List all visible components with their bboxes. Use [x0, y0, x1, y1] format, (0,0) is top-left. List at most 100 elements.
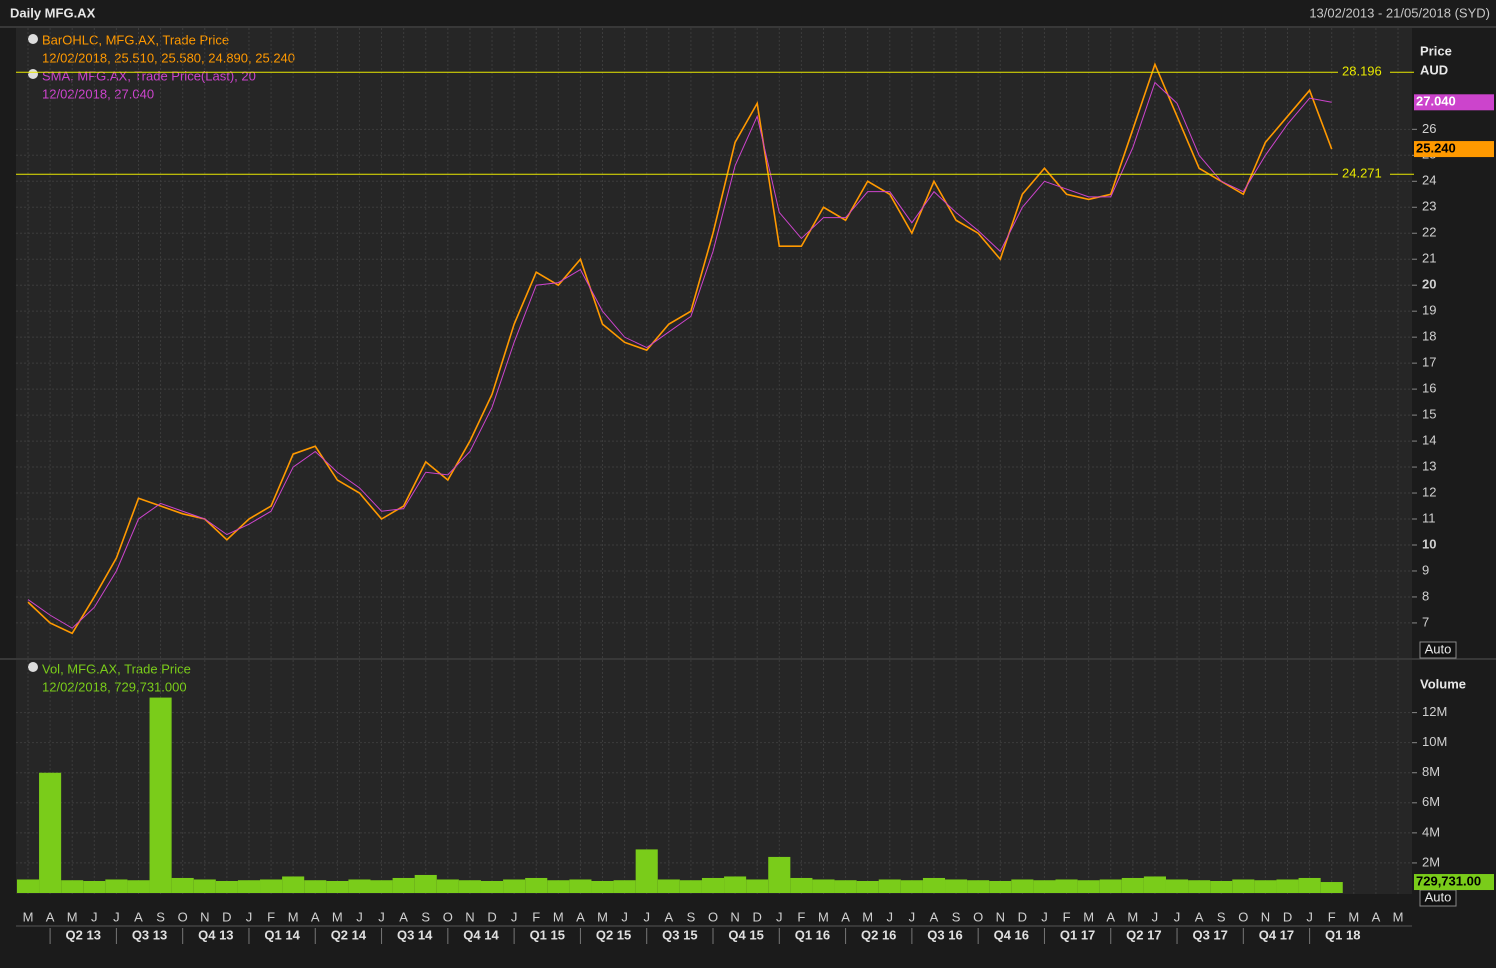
volume-bar — [768, 856, 791, 893]
x-tick-label: J — [1174, 909, 1181, 924]
reference-label: 24.271 — [1342, 166, 1382, 181]
volume-bar — [1232, 879, 1255, 893]
x-tick-label: D — [752, 909, 761, 924]
x-tick-label: M — [1127, 909, 1138, 924]
x-tick-label: M — [23, 909, 34, 924]
y-tick-label: 26 — [1422, 121, 1436, 136]
volume-bar — [458, 880, 481, 893]
y-tick-label: 4M — [1422, 824, 1440, 839]
volume-bar — [591, 880, 614, 893]
x-tick-label: F — [797, 909, 805, 924]
auto-label[interactable]: Auto — [1425, 889, 1452, 904]
x-tick-label: J — [511, 909, 518, 924]
quarter-label: Q4 13 — [198, 927, 233, 942]
quarter-label: Q3 15 — [662, 927, 697, 942]
volume-bar — [370, 880, 393, 893]
volume-bar — [348, 879, 371, 893]
reference-label: 28.196 — [1342, 64, 1382, 79]
volume-bar — [1210, 880, 1233, 893]
quarter-label: Q3 13 — [132, 927, 167, 942]
volume-bar — [834, 880, 857, 893]
quarter-label: Q1 14 — [264, 927, 300, 942]
chart-title: Daily MFG.AX — [10, 5, 96, 20]
x-tick-label: M — [1083, 909, 1094, 924]
x-tick-label: F — [532, 909, 540, 924]
auto-button[interactable] — [1419, 641, 1457, 659]
y-tick-label: 24 — [1422, 173, 1436, 188]
y-tick-label: 13 — [1422, 458, 1436, 473]
x-tick-label: O — [443, 909, 453, 924]
legend-icon[interactable] — [28, 69, 38, 79]
y-tick-label: 11 — [1422, 510, 1436, 525]
quarter-label: Q3 17 — [1192, 927, 1227, 942]
quarter-label: Q1 18 — [1325, 927, 1360, 942]
volume-bar — [304, 880, 327, 893]
volume-bar — [967, 880, 990, 893]
x-tick-label: J — [887, 909, 894, 924]
x-tick-label: A — [841, 909, 850, 924]
x-tick-label: J — [378, 909, 385, 924]
volume-bar — [215, 880, 238, 893]
x-tick-label: M — [67, 909, 78, 924]
y-tick-label: 20 — [1422, 277, 1436, 292]
x-tick-label: J — [113, 909, 120, 924]
volume-bar — [525, 877, 548, 893]
x-tick-label: J — [1041, 909, 1048, 924]
y-tick-label: 10 — [1422, 536, 1436, 551]
volume-bar — [1143, 876, 1166, 893]
volume-bar — [613, 880, 636, 893]
volume-bar — [414, 874, 437, 893]
volume-bar — [1055, 879, 1078, 893]
legend-icon[interactable] — [28, 34, 38, 44]
auto-label[interactable]: Auto — [1425, 641, 1452, 656]
volume-bar — [83, 880, 106, 893]
x-tick-label: J — [776, 909, 783, 924]
volume-bar — [480, 880, 504, 893]
x-tick-label: O — [708, 909, 718, 924]
volume-bar — [127, 880, 150, 893]
quarter-label: Q2 16 — [861, 927, 896, 942]
x-tick-label: A — [930, 909, 939, 924]
volume-bar — [724, 876, 747, 893]
x-tick-label: O — [973, 909, 983, 924]
volume-bar — [436, 879, 459, 893]
x-tick-label: F — [1328, 909, 1336, 924]
x-tick-label: J — [909, 909, 916, 924]
y-tick-label: 2M — [1422, 854, 1440, 869]
x-tick-label: M — [288, 909, 299, 924]
y-tick-label: 18 — [1422, 329, 1436, 344]
x-tick-label: J — [91, 909, 98, 924]
price-panel — [16, 28, 1412, 658]
volume-bar — [1320, 882, 1343, 893]
quarter-label: Q2 17 — [1126, 927, 1161, 942]
quarter-label: Q4 14 — [463, 927, 499, 942]
volume-bar — [989, 880, 1012, 893]
y-tick-label: 6M — [1422, 794, 1440, 809]
legend-text: 12/02/2018, 27.040 — [42, 86, 154, 101]
x-tick-label: M — [818, 909, 829, 924]
axis-unit: AUD — [1420, 62, 1448, 77]
x-tick-label: M — [597, 909, 608, 924]
quarter-label: Q4 17 — [1259, 927, 1294, 942]
x-tick-label: F — [1063, 909, 1071, 924]
x-tick-label: D — [1018, 909, 1027, 924]
volume-bar — [61, 880, 84, 893]
volume-bar — [1099, 879, 1122, 893]
x-tick-label: N — [1261, 909, 1270, 924]
quarter-label: Q3 16 — [927, 927, 962, 942]
volume-bar — [171, 877, 194, 893]
x-tick-label: M — [553, 909, 564, 924]
y-tick-label: 8 — [1422, 588, 1429, 603]
x-tick-label: N — [730, 909, 739, 924]
volume-bar — [1165, 879, 1189, 893]
volume-bar — [193, 879, 216, 893]
y-tick-label: 16 — [1422, 381, 1436, 396]
x-tick-label: A — [311, 909, 320, 924]
x-tick-label: N — [996, 909, 1005, 924]
x-tick-label: D — [487, 909, 496, 924]
volume-bar — [569, 879, 592, 893]
volume-bar — [237, 880, 261, 893]
legend-icon[interactable] — [28, 662, 38, 672]
x-tick-label: O — [1238, 909, 1248, 924]
